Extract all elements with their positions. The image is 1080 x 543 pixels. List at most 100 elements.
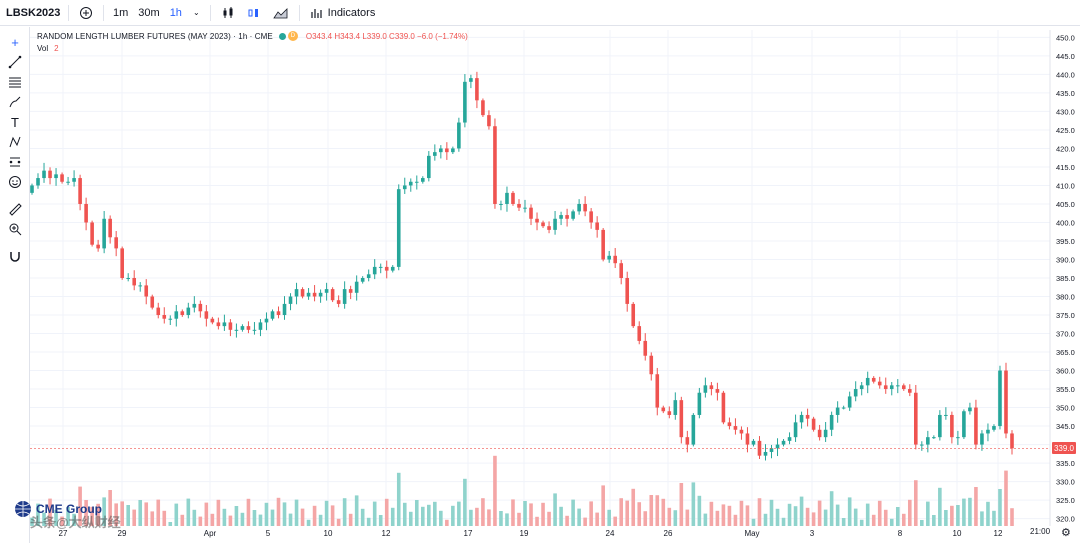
volume-bar (817, 500, 822, 526)
volume-bar (174, 503, 179, 526)
volume-bar (932, 515, 936, 526)
price-tick-label: 345.0 (1056, 422, 1075, 431)
fib-tool[interactable] (4, 72, 26, 92)
area-chart-icon (272, 7, 288, 18)
volume-bar (481, 498, 485, 526)
candle (643, 340, 648, 356)
volume-bar (192, 509, 197, 526)
candle (511, 192, 515, 204)
candle (619, 263, 624, 278)
emoji-tool[interactable] (4, 172, 26, 192)
volume-bar (853, 508, 858, 526)
price-tick-label: 435.0 (1056, 89, 1075, 98)
legend-ohlc: O343.4 H343.4 L339.0 C339.0 −6.0 (−1.74%… (305, 31, 468, 41)
candle (691, 414, 696, 445)
candle (120, 248, 124, 278)
interval-30m[interactable]: 30m (138, 6, 160, 19)
volume-bar (60, 516, 64, 526)
volume-bar (493, 455, 497, 526)
candle (150, 296, 155, 308)
bar-type-button[interactable] (215, 0, 241, 26)
prediction-tool[interactable] (4, 152, 26, 172)
interval-1m[interactable]: 1m (113, 6, 129, 19)
price-tick-label: 445.0 (1056, 52, 1075, 61)
candle (998, 370, 1002, 427)
price-tick-label: 350.0 (1056, 404, 1075, 413)
volume-bar (463, 478, 467, 526)
volume-bar (571, 499, 575, 526)
candle (378, 266, 383, 268)
candle (342, 289, 347, 304)
candle (727, 422, 732, 427)
volume-bar (210, 513, 215, 526)
chart-settings-button[interactable]: ⚙ (1061, 526, 1071, 539)
candle-type-button[interactable] (241, 0, 267, 26)
area-type-button[interactable] (267, 0, 295, 26)
candle (595, 222, 599, 230)
interval-dropdown[interactable]: ⌄ (187, 0, 206, 26)
volume-bar (613, 516, 617, 526)
time-tick-label: 10 (953, 529, 962, 538)
candle (408, 181, 413, 186)
trendline-tool[interactable] (4, 52, 26, 72)
candle (895, 385, 900, 387)
magnet-tool[interactable] (4, 246, 26, 266)
text-tool[interactable]: T (4, 112, 26, 132)
plus-circle-icon (80, 6, 92, 19)
volume-bar (769, 499, 774, 526)
time-tick-label: 17 (464, 529, 473, 538)
candle (475, 78, 479, 101)
volume-bar (529, 503, 533, 526)
candle (799, 414, 804, 423)
candle (96, 244, 100, 249)
volume-bar (565, 515, 569, 526)
volume-bar (348, 513, 353, 526)
volume-bar (835, 504, 840, 526)
brush-tool[interactable] (4, 92, 26, 112)
emoji-icon (9, 176, 21, 188)
volume-bar (150, 511, 155, 526)
volume-bar (420, 506, 425, 526)
candle (547, 226, 551, 230)
pattern-tool[interactable] (4, 132, 26, 152)
candle (877, 381, 882, 386)
measure-icon (9, 157, 21, 167)
volume-bar (1010, 508, 1014, 526)
volume-legend-label: Vol (37, 44, 49, 53)
zoom-tool[interactable] (4, 219, 26, 239)
interval-1h[interactable]: 1h (169, 6, 182, 19)
indicators-button[interactable]: Indicators (304, 0, 382, 26)
volume-bar (595, 512, 599, 526)
candle (805, 414, 810, 419)
volume-bar (847, 497, 852, 526)
volume-bar (433, 501, 437, 526)
candle (252, 329, 257, 331)
candle (457, 122, 461, 149)
volume-bar (54, 509, 58, 526)
volume-bar (841, 518, 846, 526)
candle (709, 385, 714, 390)
symbol-search[interactable]: LBSK2023 (6, 6, 61, 19)
volume-bar (805, 507, 810, 526)
volume-bar (240, 512, 245, 526)
volume-bars (30, 455, 1014, 526)
candle (138, 285, 143, 287)
volume-bar (72, 513, 76, 526)
candle (90, 222, 94, 245)
volume-bar (895, 507, 900, 526)
candle (348, 289, 353, 293)
candle (733, 426, 738, 430)
time-tick-label: 12 (994, 529, 1003, 538)
ruler-tool[interactable] (4, 199, 26, 219)
candle (180, 311, 185, 316)
candle (739, 429, 744, 434)
candle (661, 407, 666, 412)
volume-bar (408, 511, 413, 526)
volume-bar (384, 498, 389, 526)
price-tick-label: 390.0 (1056, 255, 1075, 264)
candle (535, 218, 539, 223)
compare-button[interactable] (73, 0, 99, 26)
crosshair-tool[interactable]: + (4, 32, 26, 52)
volume-bar (511, 499, 515, 526)
